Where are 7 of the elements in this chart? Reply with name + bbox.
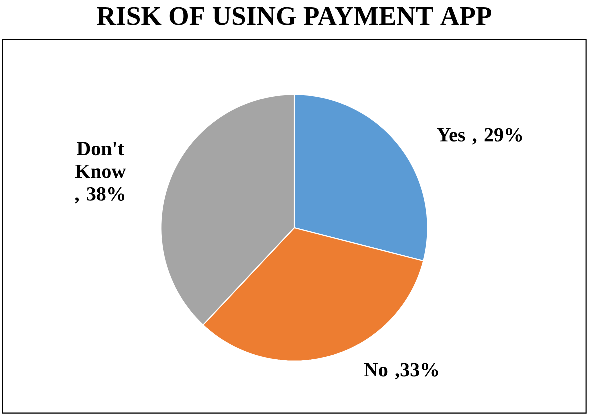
slice-label: Yes — [437, 128, 466, 142]
slice-label: No — [364, 363, 388, 377]
data-label: , 29% — [472, 128, 522, 145]
data-label: , 38% — [75, 187, 125, 204]
slice-label: Don't Know — [75, 142, 126, 178]
chart-title: RISK OF USING PAYMENT APP — [97, 7, 492, 26]
data-label: ,33% — [395, 363, 438, 380]
